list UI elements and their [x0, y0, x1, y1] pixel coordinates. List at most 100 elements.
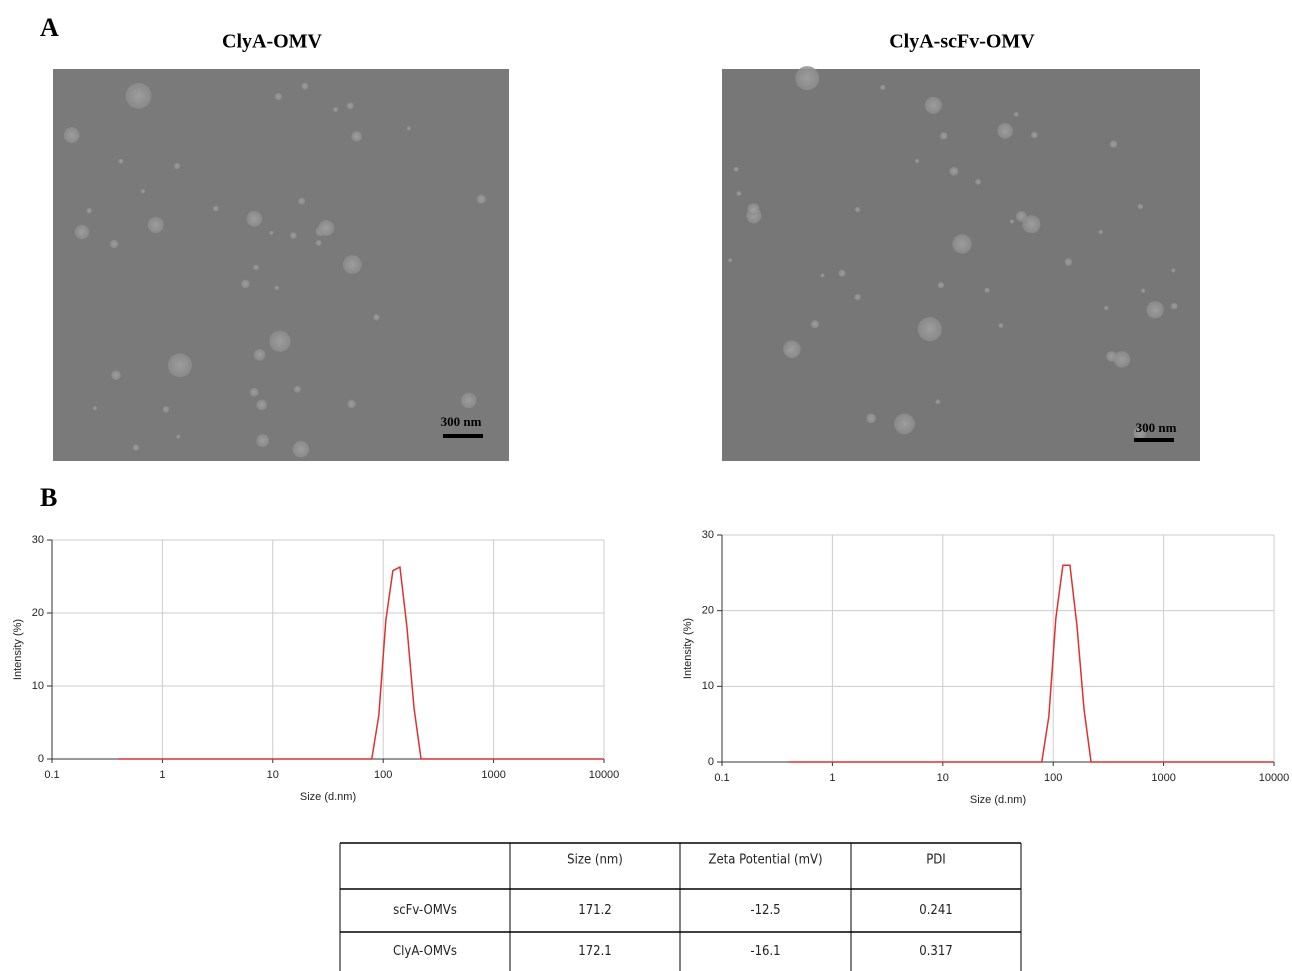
vesicle [111, 370, 121, 381]
vesicle [406, 126, 411, 131]
vesicle [783, 340, 801, 359]
micrograph [53, 69, 509, 461]
x-tick-label: 10 [267, 769, 279, 781]
vesicle [1113, 351, 1131, 368]
scale-bar [443, 434, 483, 438]
vesicle [333, 106, 339, 112]
vesicle [1022, 215, 1041, 234]
vesicle [810, 320, 820, 329]
image-title: ClyA-OMV [222, 31, 323, 53]
vesicle [346, 102, 354, 110]
vesicle [820, 273, 825, 278]
vesicle [939, 132, 948, 140]
vesicle [476, 194, 486, 204]
vesicle [1064, 258, 1073, 266]
vesicle [838, 269, 846, 277]
vesicle [747, 203, 760, 216]
vesicle [269, 230, 274, 235]
vesicle [256, 399, 268, 411]
y-tick-label: 30 [32, 534, 44, 546]
vesicle [1013, 112, 1019, 117]
y-tick-label: 10 [32, 680, 44, 692]
vesicle [924, 96, 942, 114]
vesicle [174, 162, 181, 170]
vesicle [1140, 288, 1146, 293]
table-cell: 172.1 [578, 944, 611, 959]
vesicle [315, 239, 322, 246]
vesicle [1171, 268, 1176, 273]
vesicle [1015, 210, 1027, 222]
table-cell: -16.1 [750, 944, 780, 959]
vesicle [997, 123, 1013, 139]
vesicle [176, 434, 181, 439]
x-tick-label: 0.1 [44, 769, 59, 781]
image-title: ClyA-scFv-OMV [889, 31, 1035, 53]
x-axis-label: Size (d.nm) [970, 794, 1026, 806]
y-tick-label: 20 [702, 605, 714, 617]
vesicle [1098, 229, 1104, 235]
x-tick-label: 100 [374, 769, 392, 781]
table-cell: 0.241 [919, 903, 952, 918]
vesicle [935, 399, 941, 405]
vesicle [1109, 140, 1118, 148]
vesicle [894, 413, 915, 435]
x-tick-label: 10000 [589, 769, 620, 781]
x-tick-label: 10 [937, 772, 949, 784]
vesicle [854, 206, 861, 213]
vesicle [373, 314, 380, 321]
table-header: PDI [926, 853, 946, 868]
vesicle [147, 216, 164, 234]
vesicle [269, 330, 291, 352]
vesicle [63, 127, 80, 143]
y-tick-label: 0 [38, 753, 44, 765]
y-axis-label: Intensity (%) [682, 618, 694, 679]
x-tick-label: 1 [159, 769, 165, 781]
table-cell: scFv-OMVs [393, 903, 457, 918]
vesicle [866, 413, 876, 424]
vesicle [290, 232, 297, 239]
table-cell: -12.5 [750, 903, 780, 918]
vesicle [1031, 131, 1038, 139]
vesicle [301, 82, 309, 90]
y-tick-label: 20 [32, 607, 44, 619]
vesicle [132, 444, 140, 451]
vesicle [133, 89, 138, 94]
vesicle [952, 234, 972, 254]
vesicle [1146, 301, 1164, 319]
vesicle [74, 224, 90, 240]
vesicle [998, 322, 1004, 329]
table-header: Size (nm) [567, 853, 623, 868]
y-tick-label: 0 [708, 756, 714, 768]
table-cell: 0.317 [919, 944, 952, 959]
data-line [118, 565, 604, 760]
panel-label: A [40, 13, 59, 42]
micrograph [722, 69, 1200, 461]
x-tick-label: 1 [829, 772, 835, 784]
vesicle [736, 191, 742, 196]
table-cell: ClyA-OMVs [393, 944, 457, 959]
x-axis-label: Size (d.nm) [300, 791, 356, 803]
vesicle [167, 353, 192, 378]
scale-bar [1134, 438, 1174, 442]
vesicle [274, 92, 283, 101]
table-header: Zeta Potential (mV) [708, 853, 822, 868]
vesicle [246, 210, 263, 227]
vesicle [253, 264, 259, 271]
vesicle [733, 166, 739, 172]
vesicle [728, 258, 733, 263]
vesicle [293, 385, 301, 393]
scale-bar-label: 300 nm [441, 414, 482, 429]
vesicle [118, 158, 124, 164]
vesicle [984, 287, 990, 293]
vesicle [949, 166, 959, 176]
vesicle [140, 189, 146, 194]
vesicle [914, 158, 920, 164]
vesicle [125, 82, 152, 109]
vesicle [109, 239, 119, 249]
vesicle [1103, 305, 1109, 311]
vesicle [1170, 302, 1178, 310]
vesicle [92, 406, 98, 411]
x-tick-label: 0.1 [714, 772, 729, 784]
vesicle [86, 207, 93, 214]
vesicle [351, 131, 362, 142]
